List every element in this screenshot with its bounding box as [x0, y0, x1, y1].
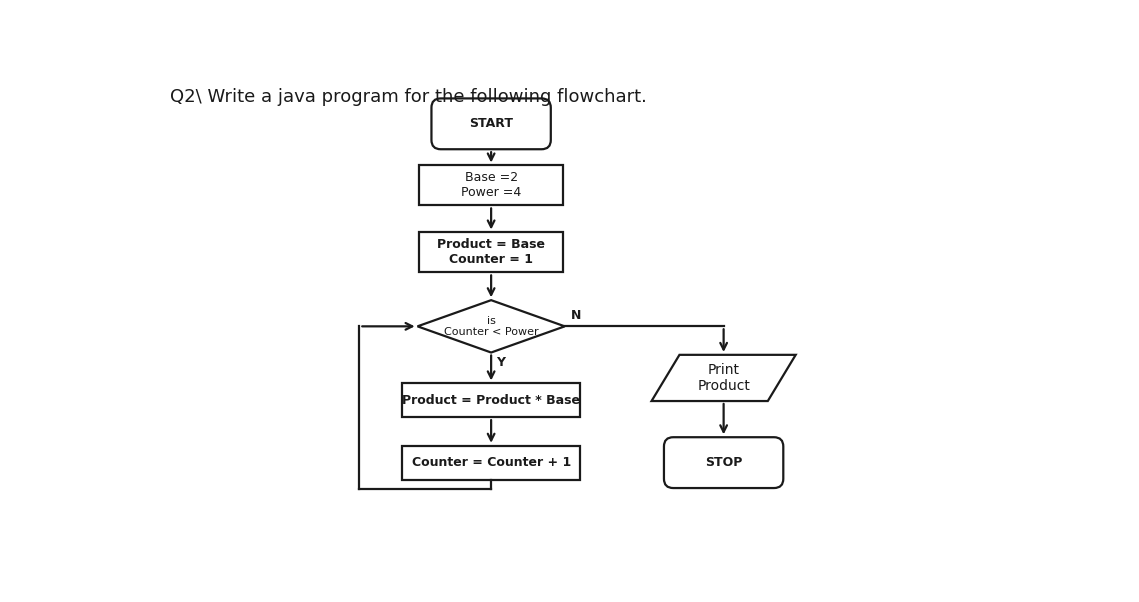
- Text: Q2\ Write a java program for the following flowchart.: Q2\ Write a java program for the followi…: [170, 88, 646, 105]
- Polygon shape: [652, 355, 796, 401]
- Polygon shape: [418, 300, 565, 353]
- Text: Y: Y: [497, 356, 506, 370]
- Bar: [419, 166, 563, 205]
- Text: Base =2
Power =4: Base =2 Power =4: [461, 172, 522, 199]
- Bar: [402, 445, 580, 480]
- FancyBboxPatch shape: [432, 98, 551, 149]
- Text: STOP: STOP: [705, 456, 743, 469]
- Text: Print
Product: Print Product: [697, 363, 751, 393]
- Bar: [419, 232, 563, 273]
- Text: START: START: [469, 117, 514, 130]
- Text: is
Counter < Power: is Counter < Power: [444, 315, 539, 337]
- Bar: [402, 383, 580, 417]
- Text: N: N: [571, 309, 581, 321]
- FancyBboxPatch shape: [664, 437, 784, 488]
- Text: Product = Product * Base: Product = Product * Base: [402, 394, 580, 407]
- Text: Product = Base
Counter = 1: Product = Base Counter = 1: [437, 238, 546, 267]
- Text: Counter = Counter + 1: Counter = Counter + 1: [411, 456, 571, 469]
